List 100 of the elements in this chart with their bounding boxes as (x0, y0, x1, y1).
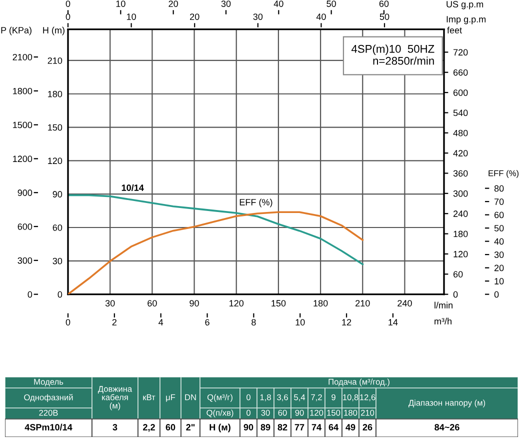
text: 2" (186, 424, 195, 430)
x-tick-label: 6 (205, 319, 210, 326)
x2-tick-label: 20 (168, 0, 178, 7)
line-series (68, 211, 364, 294)
y-tick-label: 0 (28, 291, 32, 298)
y-tick-label: 1200 (13, 156, 32, 162)
x2-tick-label: 10 (126, 14, 136, 20)
y3-tick-label: 540 (453, 110, 468, 116)
x2-tick-label: 60 (379, 0, 389, 7)
x-tick-label: 14 (388, 319, 398, 326)
x2-tick-label: 40 (316, 14, 326, 20)
y-tick-label: 90 (52, 191, 62, 198)
x2-tick-label: 0 (66, 0, 70, 7)
y3-tick-label: 600 (453, 89, 468, 96)
text: DN (185, 394, 196, 400)
text: μF (166, 394, 176, 402)
text: 12,6 (360, 394, 376, 402)
text: 60 (166, 424, 176, 430)
x2-tick-label: 50 (326, 0, 336, 7)
x2-tick-label: 10 (116, 0, 126, 7)
x-tick-label: 60 (148, 300, 157, 306)
x-tick-label: 30 (105, 300, 115, 306)
y-tick-label: 120 (48, 158, 62, 164)
x-axis-title: l/min (434, 302, 452, 308)
x2-tick-label: 30 (253, 14, 263, 20)
y-tick-label: 180 (48, 90, 62, 98)
text: 74 (312, 424, 322, 430)
y3-tick-label: 480 (453, 130, 468, 136)
y-tick-label: 150 (48, 124, 62, 131)
y2-tick-label: 50 (494, 225, 504, 232)
x-tick-label: 4 (158, 319, 164, 326)
x-tick-label: 2 (112, 319, 116, 326)
x2-tick-label: 40 (274, 0, 284, 7)
text: 0 (246, 394, 250, 400)
y2-tick-label: 10 (494, 278, 504, 284)
y3-tick-label: 300 (453, 190, 468, 197)
x2-tick-label: 20 (190, 14, 200, 20)
y3-tick-label: 660 (453, 69, 468, 76)
text: 150 (327, 410, 340, 416)
y-tick-label: 0 (58, 291, 62, 298)
x-tick-label: 12 (342, 319, 352, 326)
y3-tick-label: 120 (454, 250, 468, 258)
x-tick-label: 210 (356, 300, 370, 306)
text: Н (м) (210, 424, 230, 432)
text: кВт (143, 394, 156, 400)
text: 3 (112, 424, 118, 430)
text: 60 (278, 410, 287, 416)
text: Q(м³/г) (207, 394, 232, 402)
text: 5,4 (294, 394, 306, 402)
y2-tick-label: 40 (494, 238, 504, 245)
x2-tick-label: 0 (66, 14, 70, 20)
x-tick-label: 0 (66, 319, 70, 326)
x-tick-label: 150 (272, 300, 286, 306)
x2-axis-title: Imp g.p.m (446, 16, 486, 24)
x2-tick-label: 50 (380, 14, 390, 20)
y3-tick-label: 180 (454, 230, 468, 238)
line-series (68, 194, 364, 266)
y2-tick-label: 70 (494, 198, 504, 205)
y-tick-label: 210 (48, 57, 62, 64)
text: 10,8 (343, 394, 358, 402)
text: 26 (362, 424, 372, 430)
y-axis-title: P (KPa) (1, 26, 32, 36)
y3-tick-label: 360 (453, 170, 468, 177)
text: 180 (344, 410, 358, 416)
y3-tick-label: 60 (453, 271, 463, 278)
text: Діапазон напору (м) (408, 400, 486, 408)
y-tick-label: 900 (18, 190, 32, 196)
text: 49 (346, 424, 356, 430)
text: Модель (34, 378, 64, 386)
text: 4SPm10/14 (24, 424, 72, 431)
x-tick-label: 180 (314, 300, 328, 306)
y-tick-label: 300 (18, 257, 32, 264)
text: 90 (295, 410, 304, 416)
x-tick-label: 240 (398, 300, 412, 306)
y-tick-label: 600 (18, 223, 32, 230)
y2-tick-label: 80 (494, 185, 504, 192)
x2-axis-title: US g.p.m (446, 1, 484, 10)
x-axis-title: m³/h (434, 318, 452, 324)
y-tick-label: 60 (52, 224, 62, 231)
y2-tick-label: 0 (494, 291, 499, 298)
text: 77 (294, 424, 304, 430)
x-tick-label: 10 (296, 319, 305, 326)
text: 120 (310, 410, 324, 416)
y3-axis-title: feet (447, 26, 462, 34)
y-axis-title: H (m) (43, 26, 64, 36)
series-label: EFF (%) (240, 198, 272, 208)
y2-axis-title: EFF (%) (488, 170, 518, 178)
y2-tick-label: 60 (494, 212, 504, 218)
y-tick-label: 30 (52, 258, 62, 264)
text: 210 (360, 410, 374, 416)
text: Однофазний (24, 394, 73, 402)
y2-tick-label: 30 (494, 252, 504, 258)
text: 90 (244, 424, 254, 430)
y3-tick-label: 720 (453, 49, 468, 56)
x2-tick-label: 30 (221, 0, 231, 7)
text: 7,2 (311, 394, 322, 402)
text: Довжина кабеля (м) (98, 386, 132, 410)
y3-tick-label: 0 (453, 291, 458, 298)
x-tick-label: 8 (252, 319, 256, 326)
y2-tick-label: 20 (494, 264, 504, 272)
